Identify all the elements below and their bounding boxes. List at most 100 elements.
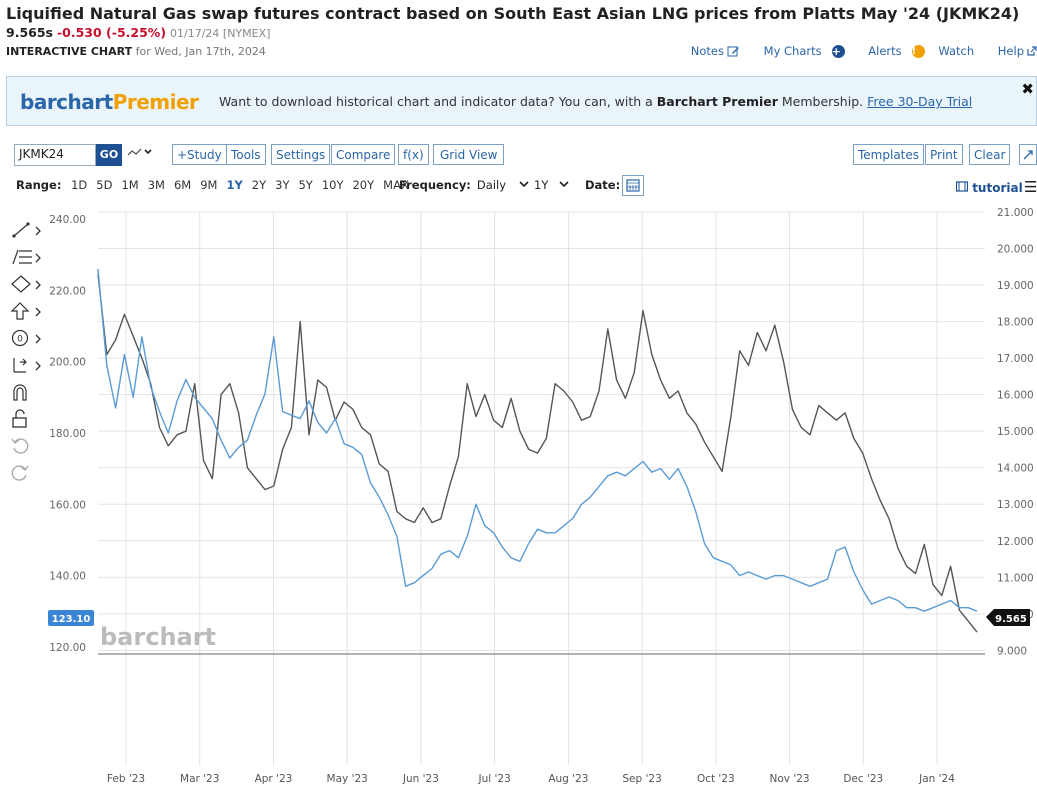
trendline-tool[interactable]: [10, 220, 44, 242]
measure-icon: [13, 358, 41, 373]
arrow-tool[interactable]: [10, 301, 44, 323]
range-option[interactable]: 3Y: [275, 178, 290, 192]
x-tick-label: Sep '23: [622, 773, 661, 785]
expand-icon: [1023, 150, 1033, 160]
calendar-button[interactable]: [622, 175, 644, 196]
free-trial-link[interactable]: Free 30-Day Trial: [867, 94, 973, 109]
compare-button[interactable]: Compare: [331, 144, 396, 165]
right-tick-label: 12.000: [997, 536, 1034, 548]
price-chart[interactable]: barchart 240.00 220.00 200.00 180.00 160.00 1…: [0, 200, 1037, 800]
templates-button[interactable]: Templates: [853, 144, 925, 165]
x-tick-label: Apr '23: [255, 773, 293, 785]
shape-tool[interactable]: [10, 274, 44, 296]
svg-text:9.565: 9.565: [995, 614, 1027, 625]
quote-line: 9.565s -0.530 (-5.25%) 01/17/24 [NYMEX]: [6, 25, 270, 40]
tutorial-link[interactable]: tutorial: [955, 181, 1023, 195]
print-button[interactable]: Print: [925, 144, 963, 165]
range-option[interactable]: 3M: [147, 178, 165, 192]
left-tick-label: 140.00: [49, 571, 86, 583]
hamburger-menu-icon[interactable]: ☰: [1024, 178, 1037, 196]
price-change: -0.530 (-5.25%): [56, 25, 167, 40]
frequency-value[interactable]: Daily: [476, 178, 507, 192]
left-axis-badge: 123.10: [48, 610, 94, 626]
range-option[interactable]: 6M: [173, 178, 192, 192]
right-tick-label: 14.000: [997, 463, 1034, 475]
undo-tool[interactable]: [10, 436, 44, 458]
magnet-tool[interactable]: [10, 382, 44, 404]
x-axis: Feb '23 Mar '23 Apr '23 May '23 Jun '23 Jul '…: [107, 773, 955, 785]
clear-button[interactable]: Clear: [969, 144, 1011, 165]
range-option[interactable]: 5Y: [298, 178, 313, 192]
alerts-link[interactable]: Alerts!: [858, 44, 925, 58]
right-tick-label: 18.000: [997, 317, 1034, 329]
expand-button[interactable]: [1019, 144, 1037, 165]
x-tick-label: Nov '23: [770, 773, 810, 785]
left-tick-label: 160.00: [49, 499, 86, 511]
left-tick-label: 180.00: [49, 428, 86, 440]
measure-tool[interactable]: [10, 355, 44, 377]
right-tick-label: 15.000: [997, 426, 1034, 438]
chevron-down-icon: [519, 181, 529, 188]
left-tick-label: 220.00: [49, 285, 86, 297]
symbol-input[interactable]: JKMK24: [14, 144, 96, 166]
left-tick-label: 240.00: [49, 214, 86, 226]
range-label: Range:: [16, 178, 62, 192]
diamond-icon: [11, 275, 41, 293]
range-option[interactable]: 2Y: [251, 178, 267, 192]
range-option[interactable]: 1Y: [226, 178, 243, 192]
frequency-control[interactable]: Frequency: Daily: [399, 178, 530, 192]
last-price: 9.565s: [6, 25, 53, 40]
series-line-right: [97, 274, 978, 633]
range-option[interactable]: 1D: [71, 178, 88, 192]
range-option[interactable]: MAX: [383, 178, 409, 192]
trendline-icon: [12, 222, 41, 238]
right-axis-badge: 9.565: [986, 609, 1030, 626]
film-icon: [955, 181, 969, 192]
left-tick-label: 200.00: [49, 357, 86, 369]
undo-icon: [11, 438, 29, 454]
chart-type-dropdown[interactable]: [127, 146, 155, 161]
page-title: Liquified Natural Gas swap futures contr…: [6, 4, 1020, 23]
calendar-icon: [626, 179, 640, 192]
range-option[interactable]: 1M: [121, 178, 139, 192]
right-tick-label: 11.000: [997, 572, 1034, 584]
x-tick-label: Jun '23: [402, 773, 439, 785]
my-charts-link[interactable]: My Charts +: [754, 44, 845, 58]
chevron-down-icon: [559, 181, 569, 188]
redo-tool[interactable]: [10, 463, 44, 485]
period-dropdown[interactable]: 1Y: [534, 178, 570, 192]
top-links: Notes My Charts + Alerts! Watch Help: [671, 44, 1037, 58]
tools-button[interactable]: Tools: [226, 144, 266, 165]
interactive-date: for Wed, Jan 17th, 2024: [135, 45, 266, 58]
chart-watermark: barchart: [100, 623, 216, 651]
x-tick-label: May '23: [327, 773, 368, 785]
settings-button[interactable]: Settings: [271, 144, 331, 165]
lock-icon: [12, 409, 27, 428]
range-option[interactable]: 20Y: [352, 178, 375, 192]
svg-text:123.10: 123.10: [52, 614, 91, 625]
interactive-chart-header: INTERACTIVE CHART for Wed, Jan 17th, 202…: [6, 45, 266, 58]
x-tick-label: Feb '23: [107, 773, 145, 785]
notes-link[interactable]: Notes: [681, 44, 740, 58]
line-chart-icon: [127, 148, 152, 156]
go-button[interactable]: GO: [96, 144, 122, 166]
range-option[interactable]: 10Y: [321, 178, 344, 192]
plus-circle-icon: +: [831, 44, 845, 58]
edit-icon: [727, 46, 739, 56]
add-study-button[interactable]: +Study: [172, 144, 227, 165]
right-tick-label: 21.000: [997, 207, 1034, 219]
interactive-label: INTERACTIVE CHART: [6, 45, 133, 58]
grid-view-button[interactable]: Grid View: [433, 144, 505, 165]
function-button[interactable]: f(x): [398, 144, 429, 165]
svg-text:0: 0: [17, 335, 23, 345]
close-icon[interactable]: ✖: [1021, 80, 1034, 98]
watch-link[interactable]: Watch: [938, 44, 975, 58]
annotation-tool[interactable]: 0: [10, 328, 44, 350]
left-tick-label: 120.00: [49, 642, 86, 654]
range-option[interactable]: 9M: [200, 178, 218, 192]
help-link[interactable]: Help: [988, 44, 1037, 58]
range-option[interactable]: 5D: [96, 178, 113, 192]
lock-tool[interactable]: [10, 409, 44, 431]
banner-message: Want to download historical chart and in…: [219, 94, 973, 109]
fibonacci-tool[interactable]: [10, 247, 44, 269]
